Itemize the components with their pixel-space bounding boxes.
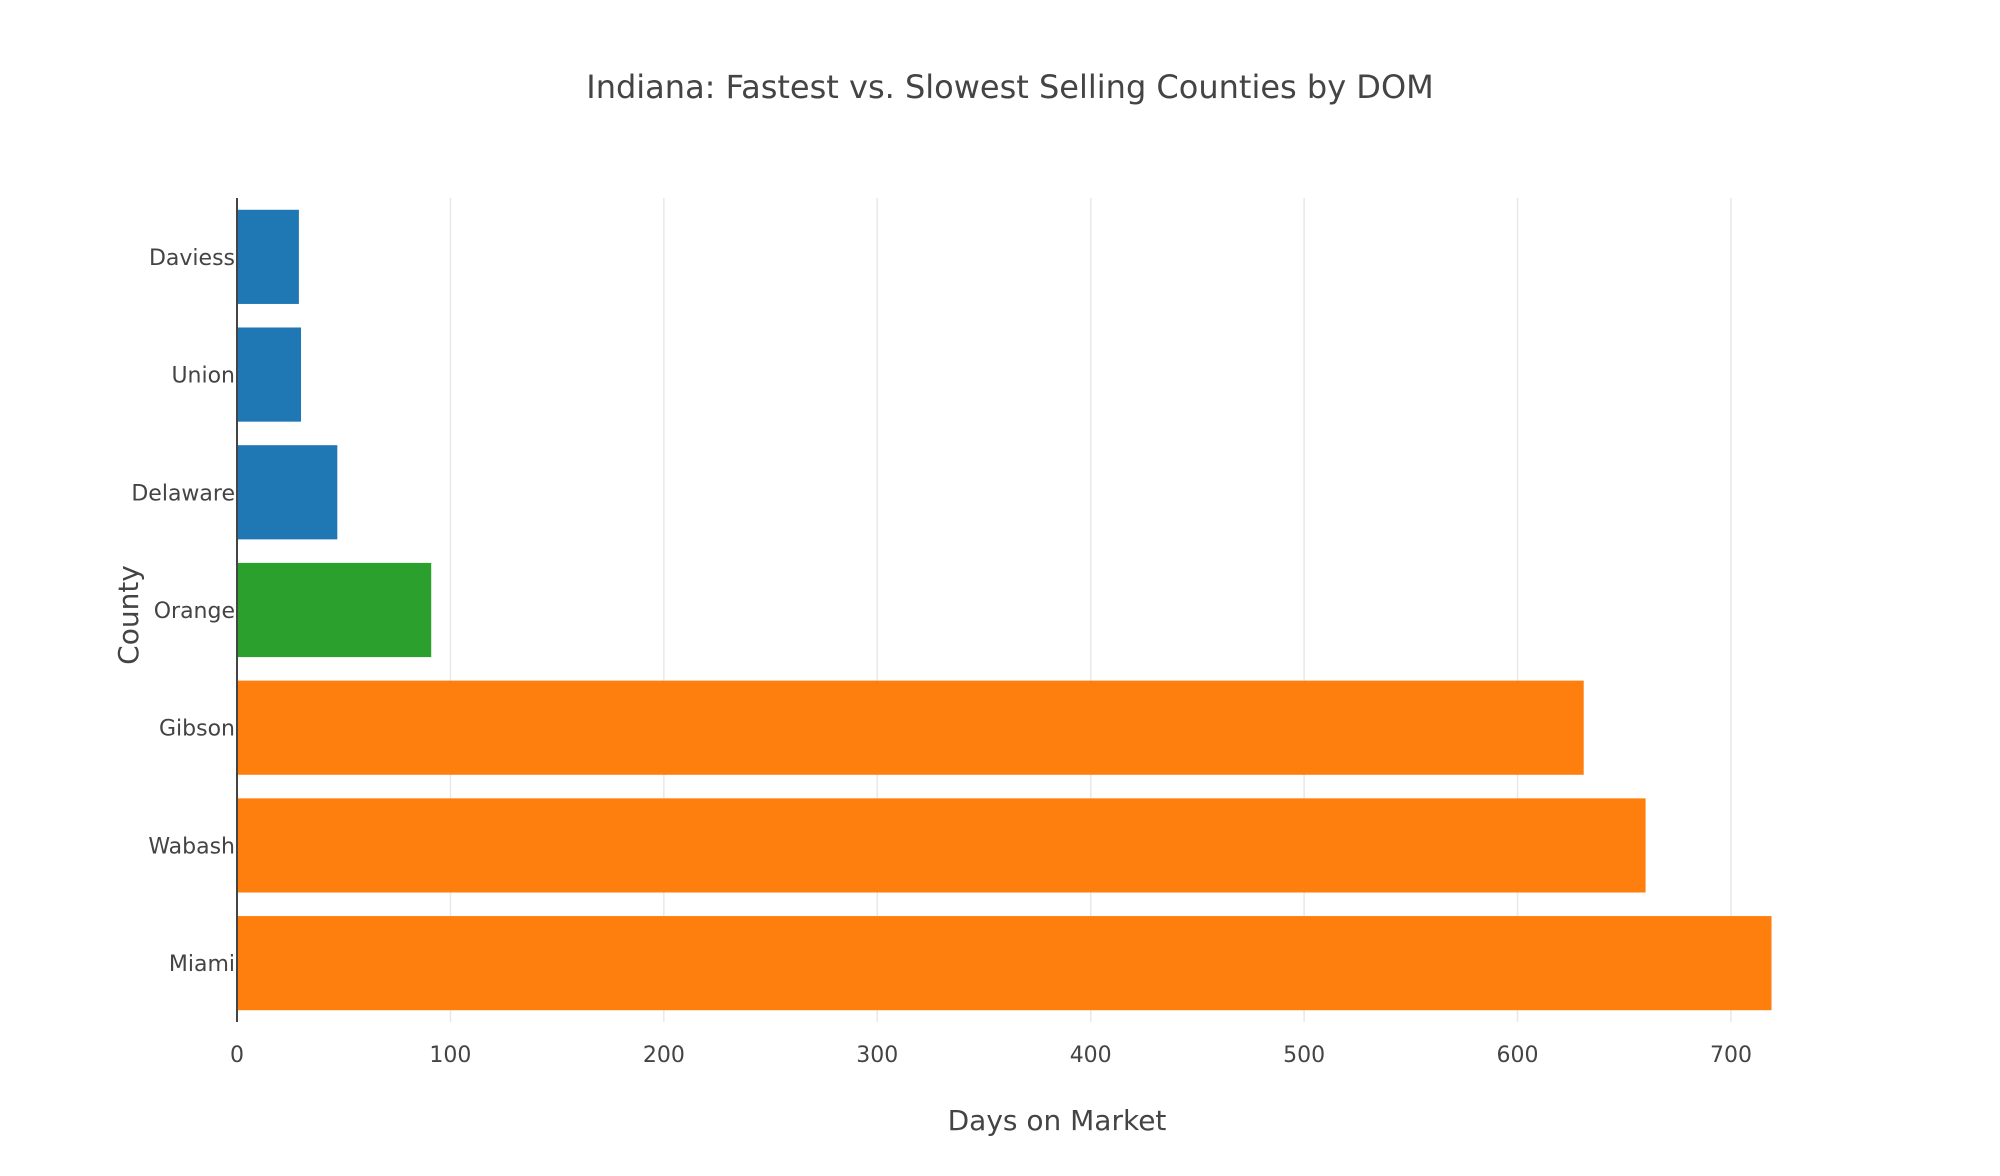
y-tick-label: Union — [171, 364, 235, 389]
x-tick-label: 200 — [643, 1043, 685, 1068]
y-axis-title: County — [112, 565, 145, 665]
bar-orange — [237, 562, 432, 658]
bar-miami — [237, 916, 1772, 1011]
y-tick-label: Daviess — [149, 246, 235, 271]
y-tick-label: Wabash — [148, 834, 235, 859]
bar-daviess — [237, 209, 299, 304]
x-tick-label: 400 — [1070, 1043, 1112, 1068]
bar-wabash — [237, 798, 1646, 893]
y-tick-label: Delaware — [131, 481, 235, 506]
gridlines — [449, 198, 1732, 1022]
x-tick-label: 600 — [1497, 1043, 1539, 1068]
x-tick-label: 300 — [856, 1043, 898, 1068]
y-tick-label: Gibson — [159, 717, 235, 742]
chart-title: Indiana: Fastest vs. Slowest Selling Cou… — [586, 68, 1433, 106]
x-tick-label: 0 — [230, 1043, 244, 1068]
y-tick-label: Orange — [154, 599, 235, 624]
bar-delaware — [237, 445, 338, 540]
y-tick-label: Miami — [169, 952, 235, 977]
x-tick-label: 500 — [1283, 1043, 1325, 1068]
tick-labels: 0 100 200 300 400 500 600 700 Daviess Union Delawa… — [131, 246, 1752, 1068]
bar-union — [237, 327, 302, 422]
x-tick-label: 700 — [1710, 1043, 1752, 1068]
bar-gibson — [237, 680, 1584, 775]
x-axis-title: Days on Market — [948, 1104, 1167, 1137]
bars — [237, 209, 1772, 1011]
x-tick-label: 100 — [429, 1043, 471, 1068]
